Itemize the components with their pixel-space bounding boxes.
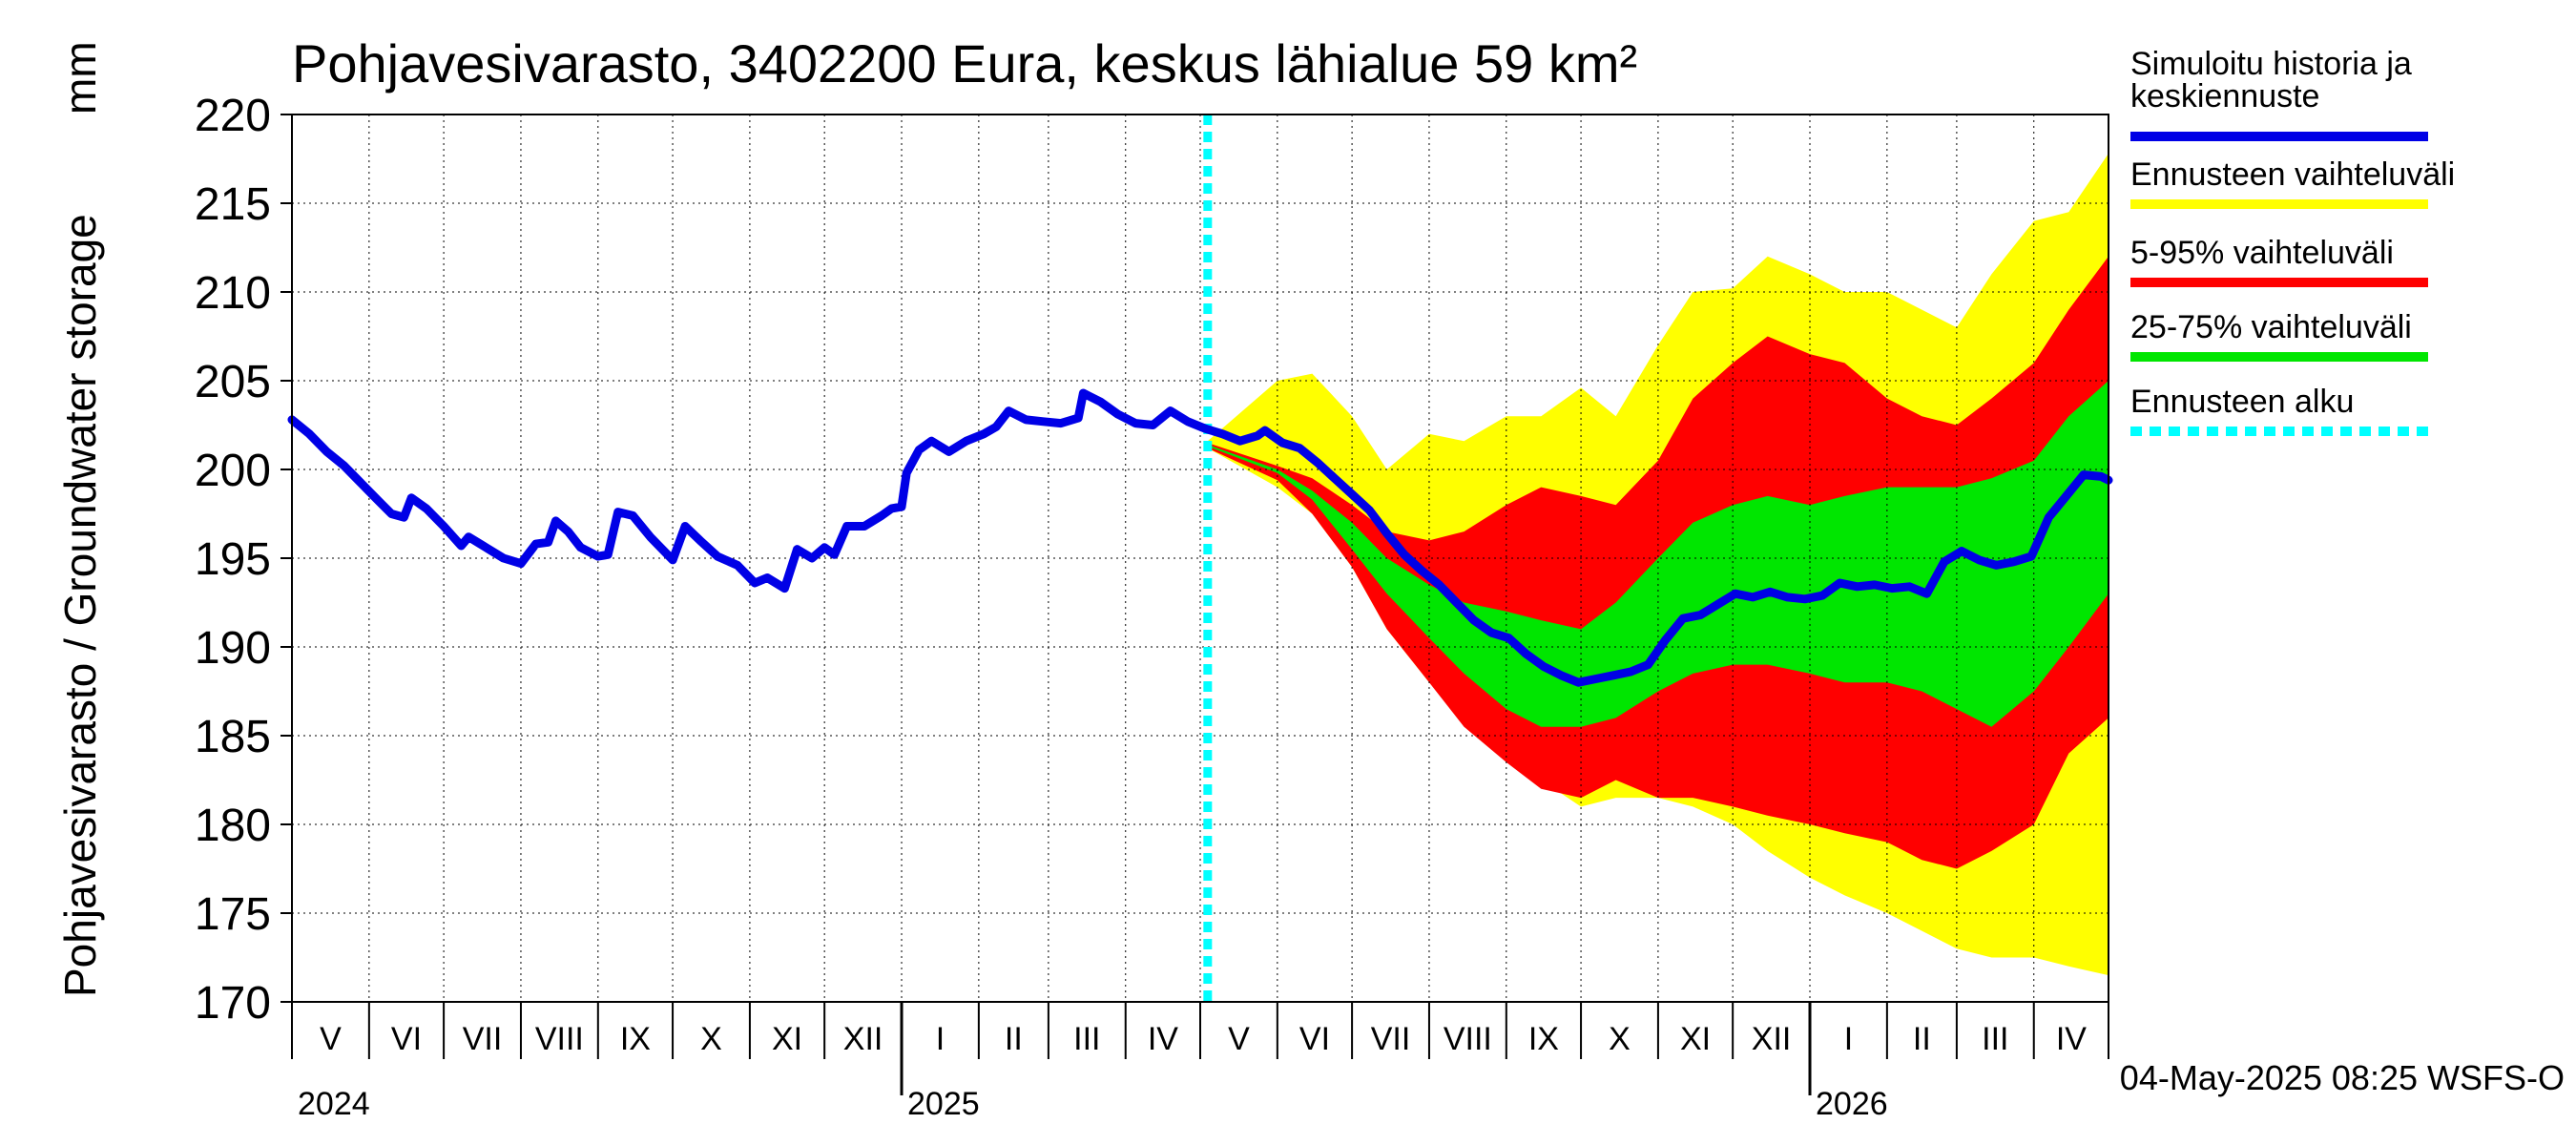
y-tick-label: 210 [195, 268, 271, 319]
month-label: IV [1148, 1021, 1178, 1057]
month-label: II [1005, 1021, 1023, 1057]
series [287, 114, 2113, 1002]
month-label: VI [1299, 1021, 1330, 1057]
grid [292, 114, 2109, 1003]
month-label: IV [2056, 1021, 2087, 1057]
y-tick-label: 185 [195, 712, 271, 762]
y-axis-unit: mm [55, 41, 105, 114]
month-label: X [700, 1021, 722, 1057]
forecast-bands [1207, 153, 2109, 976]
month-label: XI [1680, 1021, 1711, 1057]
month-label: X [1609, 1021, 1631, 1057]
y-tick-label: 170 [195, 978, 271, 1029]
month-label: I [936, 1021, 945, 1057]
month-label: V [1228, 1021, 1250, 1057]
month-label: IX [1528, 1021, 1559, 1057]
band-area [1207, 381, 2109, 727]
y-axis-label: Pohjavesivarasto / Groundwater storage [55, 214, 105, 997]
month-label: III [1073, 1021, 1100, 1057]
legend-label: 5-95% vaihteluväli [2130, 235, 2394, 271]
legend-label: keskiennuste [2130, 78, 2319, 114]
year-label: 2025 [907, 1086, 980, 1122]
legend-label: Ennusteen vaihteluväli [2130, 156, 2455, 193]
month-label: III [1982, 1021, 2008, 1057]
year-label: 2024 [298, 1086, 370, 1122]
footer-timestamp: 04-May-2025 08:25 WSFS-O [2120, 1058, 2565, 1097]
y-tick-label: 190 [195, 623, 271, 674]
y-tick-label: 205 [195, 357, 271, 407]
month-label: V [320, 1021, 342, 1057]
month-label: II [1913, 1021, 1931, 1057]
y-tick-label: 180 [195, 801, 271, 851]
y-tick-label: 215 [195, 179, 271, 230]
month-label: VIII [535, 1021, 584, 1057]
month-label: XI [772, 1021, 802, 1057]
legend-label: 25-75% vaihteluväli [2130, 309, 2412, 345]
y-tick-label: 195 [195, 534, 271, 585]
month-label: I [1844, 1021, 1853, 1057]
month-label: VIII [1444, 1021, 1492, 1057]
year-label: 2026 [1816, 1086, 1888, 1122]
month-label: VII [1371, 1021, 1411, 1057]
month-label: VI [391, 1021, 422, 1057]
y-tick-label: 175 [195, 889, 271, 940]
month-label: XII [843, 1021, 883, 1057]
legend-label: Ennusteen alku [2130, 384, 2354, 420]
y-tick-label: 200 [195, 446, 271, 496]
series-line [287, 388, 2113, 687]
month-label: IX [620, 1021, 651, 1057]
legend-label: Simuloitu historia ja [2130, 46, 2412, 82]
y-tick-label: 220 [195, 91, 271, 141]
month-label: XII [1752, 1021, 1792, 1057]
month-label: VII [463, 1021, 503, 1057]
chart-title: Pohjavesivarasto, 3402200 Eura, keskus l… [292, 33, 1637, 94]
